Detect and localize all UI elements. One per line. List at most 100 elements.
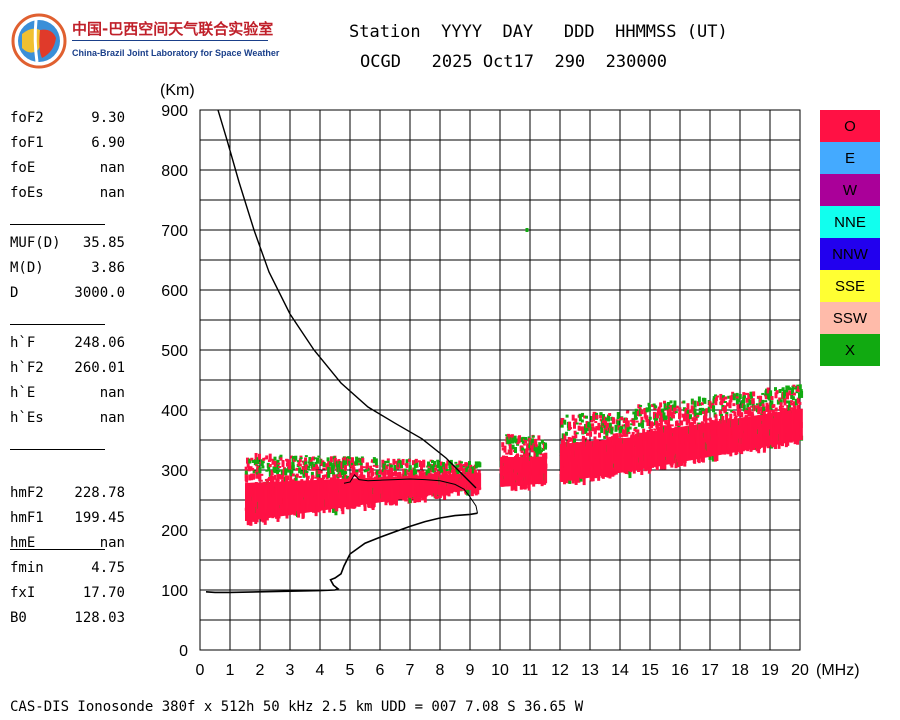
echo-point — [788, 401, 792, 409]
echo-point — [329, 461, 333, 466]
echo-point — [632, 411, 636, 415]
echo-point — [618, 429, 622, 437]
param-label: h`E — [10, 385, 36, 401]
echo-point — [305, 471, 309, 474]
echo-point — [562, 437, 566, 445]
echo-point — [708, 417, 712, 422]
echo-point — [466, 489, 470, 496]
echo-point — [568, 437, 572, 442]
echo-point — [262, 516, 266, 523]
echo-point — [507, 449, 511, 455]
echo-point — [764, 400, 768, 403]
echo-point — [662, 400, 666, 404]
param-label: h`F — [10, 335, 36, 351]
echo-point — [750, 391, 754, 396]
echo-point — [735, 399, 739, 405]
echo-point — [322, 509, 326, 514]
echo-point — [357, 457, 361, 463]
echo-point — [674, 461, 678, 469]
echo-point — [684, 413, 688, 421]
echo-point — [687, 417, 691, 424]
echo-point — [673, 400, 677, 408]
echo-point — [541, 447, 545, 451]
echo-point — [663, 463, 667, 470]
echo-point — [370, 468, 374, 475]
echo-point — [287, 459, 291, 463]
echo-point — [365, 462, 369, 468]
echo-point — [599, 415, 603, 419]
param-row: hmF2 228.78 — [10, 485, 125, 503]
param-separator — [10, 549, 105, 550]
header-line-2: OCGD 2025 Oct17 290 230000 — [360, 52, 668, 72]
echo-point — [465, 463, 469, 469]
x-tick-label: 19 — [761, 662, 779, 679]
echo-point — [449, 459, 453, 464]
echo-point — [299, 455, 303, 459]
globe-logo-icon — [11, 13, 67, 69]
echo-point — [595, 426, 599, 431]
echo-point — [334, 508, 338, 516]
echo-point — [738, 408, 742, 416]
echo-point — [644, 467, 648, 472]
echo-point — [389, 464, 393, 468]
x-tick-label: 14 — [611, 662, 629, 679]
echo-point — [686, 413, 690, 420]
x-tick-label: 11 — [522, 662, 539, 679]
echo-point — [616, 420, 620, 427]
echo-point — [473, 469, 477, 473]
x-tick-label: 5 — [346, 662, 355, 679]
echo-point — [601, 473, 605, 479]
echo-point — [622, 418, 626, 424]
echo-point — [735, 396, 739, 399]
echo-point — [578, 422, 582, 425]
x-tick-label: 20 — [791, 662, 809, 679]
echo-point — [332, 456, 336, 460]
echo-point — [342, 456, 346, 464]
echo-point — [782, 389, 786, 396]
echo-point — [267, 459, 271, 462]
echo-point — [656, 408, 660, 416]
echo-point — [260, 473, 264, 476]
echo-point — [578, 413, 582, 417]
echo-point — [614, 424, 618, 432]
echo-point — [793, 405, 797, 413]
echo-point — [328, 508, 332, 513]
echo-point — [346, 475, 350, 479]
echo-point — [393, 467, 397, 471]
param-separator — [10, 324, 105, 325]
echo-point — [394, 498, 398, 506]
echo-point — [463, 468, 467, 474]
echo-point — [465, 466, 469, 473]
echo-point — [701, 457, 705, 463]
echo-point — [469, 470, 473, 476]
echo-point — [352, 467, 356, 473]
echo-point — [348, 457, 352, 460]
echo-point — [451, 468, 455, 471]
echo-point — [533, 452, 537, 458]
echo-point — [726, 402, 730, 407]
echo-point — [660, 463, 664, 470]
echo-point — [259, 479, 263, 482]
param-row: foE nan — [10, 160, 125, 178]
echo-point — [603, 429, 607, 435]
echo-point — [396, 472, 400, 475]
echo-point — [680, 420, 684, 426]
echo-point — [599, 412, 603, 416]
echo-point — [712, 396, 716, 404]
echo-point — [281, 474, 285, 477]
echo-point — [586, 427, 590, 432]
echo-point — [362, 475, 366, 480]
echo-point — [438, 462, 442, 470]
echo-point — [510, 434, 514, 441]
echo-point — [640, 468, 644, 475]
echo-point — [637, 468, 641, 472]
echo-point — [704, 410, 708, 417]
echo-point — [534, 444, 538, 448]
legend-item-nnw: NNW — [820, 238, 880, 270]
echo-point — [663, 403, 667, 410]
echo-point — [247, 466, 251, 472]
echo-point — [250, 457, 254, 461]
echo-point — [439, 466, 443, 474]
echo-point — [610, 427, 614, 435]
